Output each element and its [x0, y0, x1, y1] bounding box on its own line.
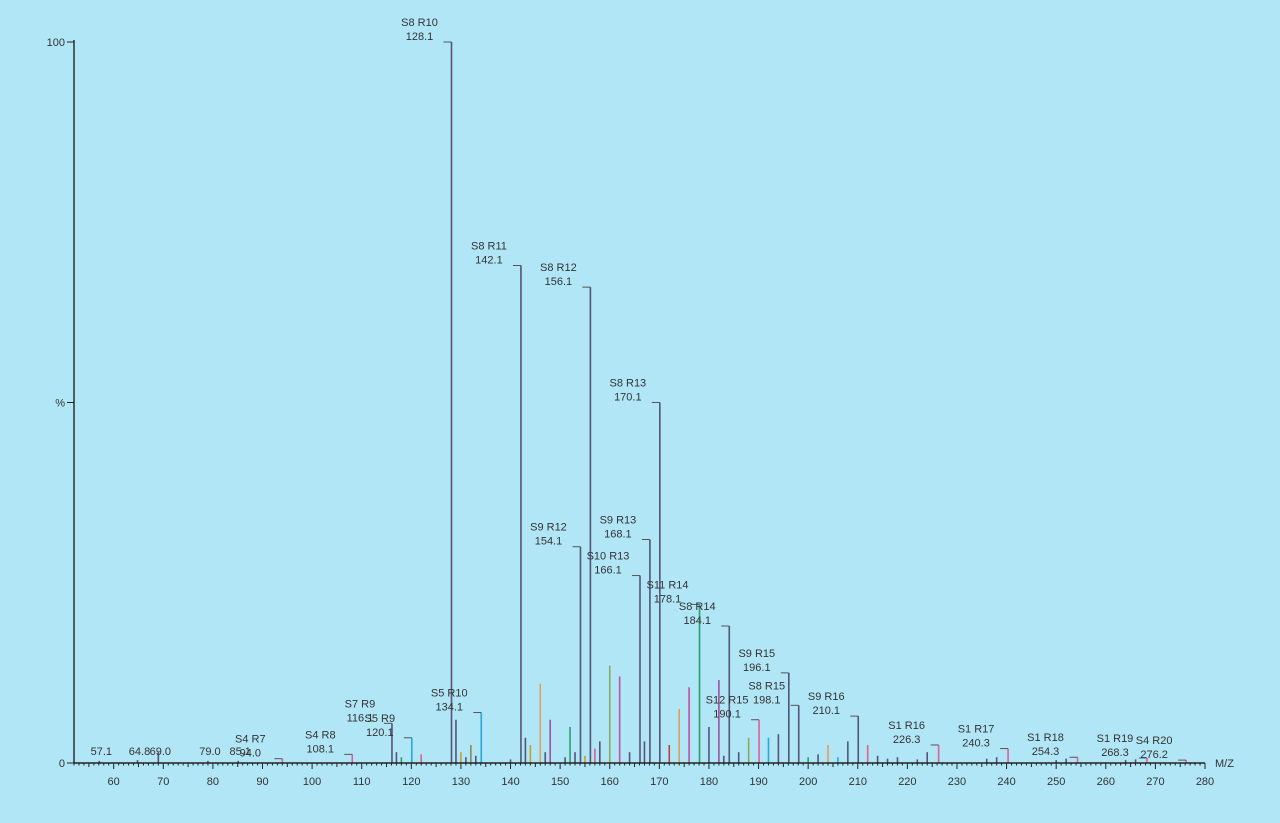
- x-tick-label: 110: [353, 776, 371, 788]
- peak-value-label: 120.1: [366, 727, 394, 739]
- x-tick-label: 230: [948, 776, 966, 788]
- peak-label: S5 R10: [431, 688, 468, 700]
- y-tick-label: %: [55, 398, 65, 410]
- peak-label: S5 R9: [365, 713, 396, 725]
- peak-label: S1 R18: [1027, 732, 1064, 744]
- peak-label: S9 R15: [738, 648, 775, 660]
- y-tick-label: 100: [47, 37, 65, 49]
- peak-value-label: 210.1: [812, 705, 840, 717]
- peak-label: S4 R7: [235, 734, 266, 746]
- x-tick-label: 70: [157, 776, 169, 788]
- peak-value-label: 196.1: [743, 662, 771, 674]
- peak-label: S7 R9: [345, 698, 376, 710]
- peak-value-label: 108.1: [307, 743, 335, 755]
- x-tick-label: 200: [799, 776, 817, 788]
- x-tick-label: 130: [452, 776, 470, 788]
- x-tick-label: 60: [108, 776, 120, 788]
- peak-value-label: 134.1: [435, 702, 463, 714]
- peak-label: S1 R19: [1097, 733, 1134, 745]
- x-tick-label: 280: [1196, 776, 1214, 788]
- peak-label: S10 R13: [587, 551, 630, 563]
- y-tick-label: 0: [59, 758, 65, 770]
- x-tick-label: 190: [749, 776, 767, 788]
- peak-label: S4 R8: [305, 729, 336, 741]
- peak-label: S11 R14: [647, 579, 689, 591]
- x-tick-label: 160: [601, 776, 619, 788]
- x-tick-label: 150: [551, 776, 569, 788]
- x-tick-label: 250: [1047, 776, 1065, 788]
- peak-value-label: 254.3: [1032, 746, 1060, 758]
- peak-value-label: 116.1: [347, 712, 374, 724]
- peak-value-label: 85.1: [229, 746, 250, 758]
- x-tick-label: 170: [650, 776, 668, 788]
- peak-value-label: 154.1: [535, 536, 563, 548]
- peak-label: S8 R15: [748, 680, 785, 692]
- x-tick-label: 90: [256, 776, 268, 788]
- x-tick-label: 120: [402, 776, 420, 788]
- peak-value-label: 142.1: [475, 255, 503, 267]
- x-tick-label: 100: [303, 776, 321, 788]
- peak-value-label: 240.3: [962, 738, 990, 750]
- x-tick-label: 220: [898, 776, 916, 788]
- peak-value-label: 184.1: [684, 615, 712, 627]
- peak-label: S8 R13: [609, 378, 646, 390]
- peak-value-label: 166.1: [594, 565, 622, 577]
- peak-value-label: 190.1: [713, 709, 741, 721]
- x-tick-label: 240: [997, 776, 1015, 788]
- x-tick-label: 270: [1146, 776, 1164, 788]
- peak-label: S1 R17: [958, 724, 995, 736]
- x-tick-label: 80: [207, 776, 219, 788]
- peak-value-label: 94.0: [240, 748, 261, 760]
- peak-value-label: 156.1: [545, 276, 573, 288]
- peak-value-label: 198.1: [753, 694, 781, 706]
- peak-value-label: 226.3: [893, 734, 921, 746]
- peak-value-label: 178.1: [654, 593, 682, 605]
- peak-value-label: 268.3: [1101, 747, 1129, 759]
- peak-value-label: 168.1: [604, 528, 632, 540]
- peak-label: S9 R12: [530, 522, 567, 534]
- peak-label: S9 R13: [600, 514, 637, 526]
- peak-label: S8 R11: [471, 241, 507, 253]
- peak-label: S8 R10: [401, 17, 438, 29]
- peak-value-label: 276.2: [1140, 749, 1168, 761]
- peak-value-label: 69.0: [150, 746, 171, 758]
- peak-label: S1 R16: [888, 720, 925, 732]
- x-tick-label: 180: [700, 776, 718, 788]
- peak-value-label: 79.0: [199, 746, 220, 758]
- peak-value-label: 64.8: [129, 746, 150, 758]
- peak-value-label: 170.1: [614, 392, 642, 404]
- peak-label: S9 R16: [808, 691, 845, 703]
- x-tick-label: 210: [849, 776, 867, 788]
- x-tick-label: 260: [1097, 776, 1115, 788]
- x-axis-title: M/Z: [1215, 758, 1234, 770]
- x-tick-label: 140: [501, 776, 519, 788]
- peak-label: S4 R20: [1136, 735, 1173, 747]
- peak-value-label: 128.1: [406, 31, 434, 43]
- peak-label: S8 R12: [540, 262, 577, 274]
- peak-label: S8 R14: [679, 601, 716, 613]
- peak-label: S12 R15: [706, 695, 749, 707]
- peak-value-label: 57.1: [91, 746, 112, 758]
